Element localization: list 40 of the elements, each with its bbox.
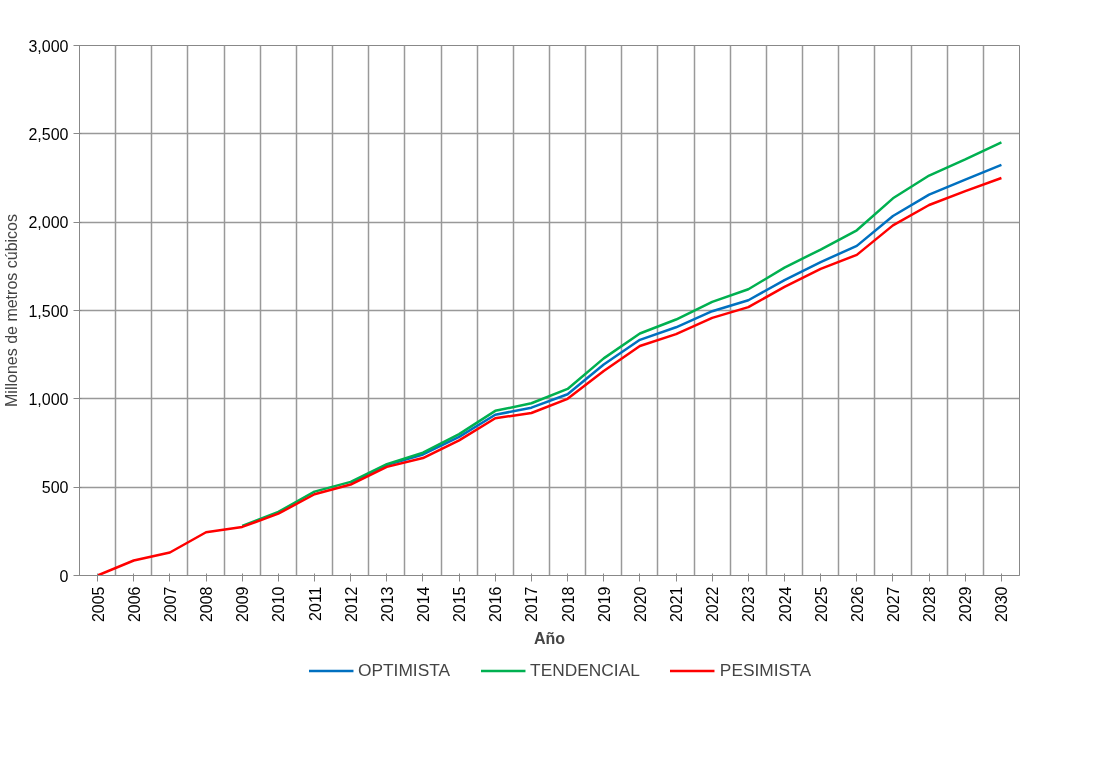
x-tick-label: 2013 — [378, 586, 396, 623]
x-tick-label: 2018 — [559, 586, 577, 623]
y-tick-label: 0 — [59, 567, 69, 585]
line-series — [240, 141, 1003, 528]
legend-label: PESIMISTA — [719, 659, 812, 681]
x-tick-label: 2025 — [812, 586, 830, 623]
x-tick-label: 2005 — [89, 586, 107, 623]
y-tick-label: 1,000 — [28, 390, 69, 408]
x-tick-label: 2006 — [125, 586, 143, 623]
x-tick-label: 2024 — [776, 586, 794, 623]
y-axis-title: Millones de metros cúbicos — [3, 214, 21, 407]
x-tick-label: 2023 — [740, 586, 758, 623]
x-tick-label: 2020 — [631, 586, 649, 623]
x-tick-label: 2009 — [234, 586, 252, 623]
x-tick-label: 2007 — [161, 586, 179, 623]
x-tick-label: 2016 — [487, 586, 505, 623]
x-tick-label: 2008 — [198, 586, 216, 623]
x-tick-label: 2017 — [523, 586, 541, 623]
x-tick-label: 2028 — [921, 586, 939, 623]
x-tick-label: 2027 — [884, 586, 902, 623]
x-tick-label: 2029 — [957, 586, 975, 623]
legend-label: OPTIMISTA — [357, 659, 451, 681]
y-tick-label: 2,000 — [28, 214, 69, 232]
x-tick-label: 2015 — [451, 586, 469, 623]
x-tick-label: 2011 — [306, 586, 324, 621]
x-tick-label: 2021 — [668, 586, 686, 623]
x-tick-label: 2019 — [595, 586, 613, 623]
legend-label: TENDENCIAL — [530, 659, 640, 681]
y-tick-label: 3,000 — [28, 37, 69, 55]
x-tick-label: 2026 — [848, 586, 866, 623]
x-tick-label: 2012 — [342, 586, 360, 623]
x-tick-label: 2010 — [270, 586, 288, 623]
y-tick-label: 1,500 — [28, 302, 69, 320]
x-tick-label: 2022 — [704, 586, 722, 623]
x-tick-label: 2030 — [993, 586, 1011, 623]
y-tick-label: 2,500 — [28, 125, 69, 143]
y-tick-label: 500 — [41, 479, 69, 497]
x-tick-label: 2014 — [414, 586, 432, 623]
x-axis-title: Año — [533, 630, 566, 648]
line-series — [96, 176, 1003, 576]
